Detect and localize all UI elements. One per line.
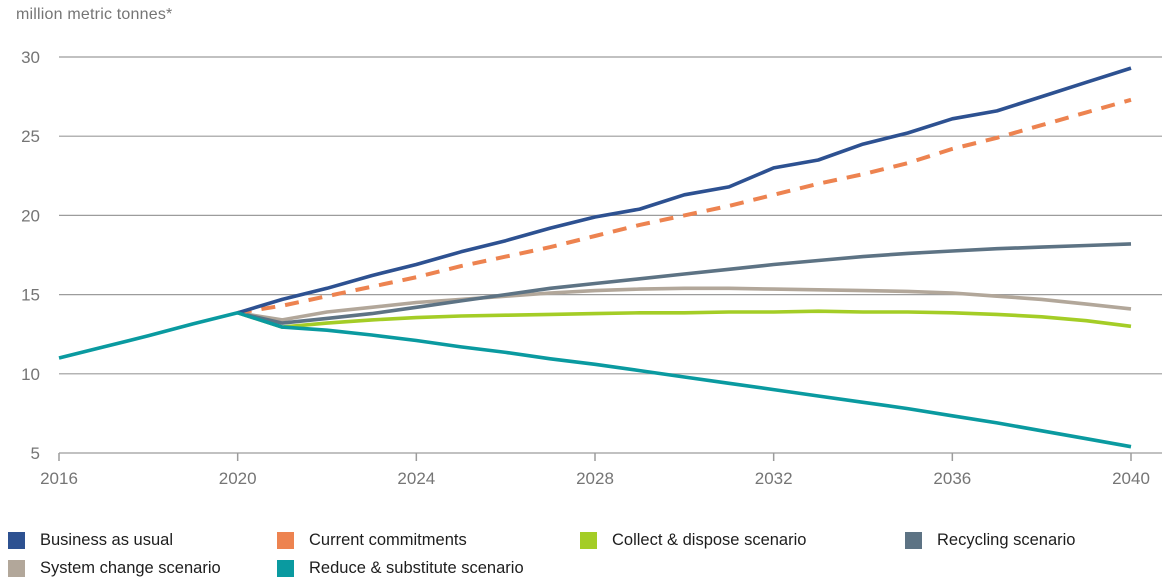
x-tick-label: 2020 bbox=[219, 469, 257, 488]
legend-swatch-icon bbox=[905, 531, 922, 549]
x-tick-label: 2040 bbox=[1112, 469, 1150, 488]
legend-item-recycling-scenario: Recycling scenario bbox=[905, 531, 1075, 549]
legend-label: Collect & dispose scenario bbox=[612, 530, 807, 549]
y-tick-label: 20 bbox=[21, 206, 40, 225]
legend-item-collect-dispose-scenario: Collect & dispose scenario bbox=[580, 531, 806, 549]
legend-label: Reduce & substitute scenario bbox=[309, 558, 524, 577]
legend-swatch-icon bbox=[8, 559, 25, 577]
legend-swatch-icon bbox=[580, 531, 597, 549]
series-line-system-change-scenario bbox=[237, 286, 1132, 322]
legend-swatch-icon bbox=[277, 531, 294, 549]
series-line-current-commitments bbox=[237, 97, 1132, 315]
y-tick-label: 25 bbox=[21, 127, 40, 146]
legend-item-business-as-usual: Business as usual bbox=[8, 531, 173, 549]
legend-item-system-change-scenario: System change scenario bbox=[8, 559, 221, 577]
legend-swatch-icon bbox=[8, 531, 25, 549]
x-tick-label: 2036 bbox=[933, 469, 971, 488]
legend-label: Current commitments bbox=[309, 530, 467, 549]
series-line-collect-dispose-scenario bbox=[237, 309, 1132, 329]
legend-label: System change scenario bbox=[40, 558, 221, 577]
legend-item-reduce-substitute-scenario: Reduce & substitute scenario bbox=[277, 559, 524, 577]
series-line-business-as-usual bbox=[237, 66, 1132, 315]
chart-legend: Business as usual Current commitments Coll… bbox=[0, 524, 1172, 583]
legend-swatch-icon bbox=[277, 559, 294, 577]
legend-label: Recycling scenario bbox=[937, 530, 1076, 549]
series-line-recycling-scenario bbox=[237, 242, 1132, 325]
series-line-reduce-substitute-scenario bbox=[58, 310, 1132, 449]
y-tick-label: 10 bbox=[21, 365, 40, 384]
y-tick-label: 30 bbox=[21, 48, 40, 67]
x-tick-label: 2024 bbox=[397, 469, 435, 488]
y-tick-label: 5 bbox=[31, 444, 40, 463]
chart-title: million metric tonnes* bbox=[16, 6, 173, 23]
x-tick-label: 2016 bbox=[40, 469, 78, 488]
y-tick-label: 15 bbox=[21, 286, 40, 305]
x-tick-label: 2028 bbox=[576, 469, 614, 488]
x-tick-label: 2032 bbox=[755, 469, 793, 488]
legend-item-current-commitments: Current commitments bbox=[277, 531, 467, 549]
legend-label: Business as usual bbox=[40, 530, 173, 549]
